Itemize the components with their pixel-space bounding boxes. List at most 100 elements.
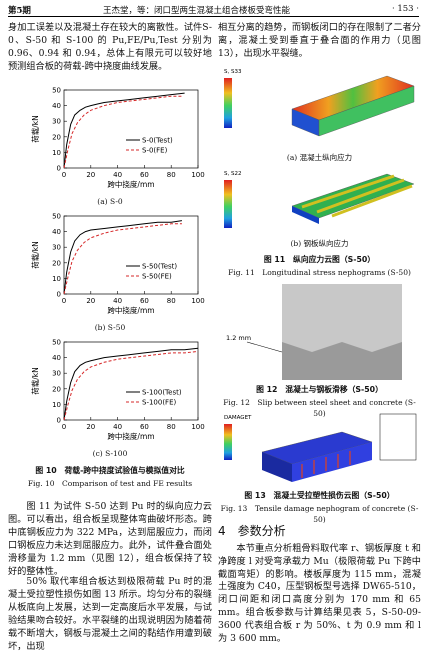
steel-sheet: [291, 173, 415, 219]
plot-frame: [63, 215, 199, 295]
y-tick-label: 30: [52, 244, 61, 252]
x-tick-label: 20: [86, 297, 95, 305]
figure-caption: 图 13 混凝土受拉塑性损伤云图（S-50）: [244, 491, 395, 500]
paragraph: 身加工误差以及混凝土存在较大的离散性。试件S-0、S-50 和 S-100 的 …: [8, 22, 212, 72]
legend-label: S-50(FE): [142, 273, 172, 281]
x-tick-label: 0: [62, 171, 66, 179]
x-tick-label: 60: [140, 171, 149, 179]
legend-label: S-0(Test): [142, 137, 173, 145]
x-tick-label: 0: [62, 423, 66, 431]
color-scale: [224, 424, 232, 460]
legend-title: S, S33: [224, 69, 242, 75]
data-line: [63, 223, 182, 295]
y-tick-label: 10: [52, 401, 61, 409]
data-line: [63, 92, 185, 169]
y-axis-label: 荷载/kN: [30, 115, 40, 142]
page-number: · 153 ·: [391, 4, 419, 14]
x-tick-label: 80: [167, 423, 176, 431]
panel-caption: (c) S-100: [92, 449, 128, 458]
slab-side: [318, 85, 415, 137]
plot-frame: [63, 89, 199, 169]
x-tick-label: 100: [191, 297, 204, 305]
panel-caption: (a) S-0: [97, 197, 123, 206]
plot-frame: [63, 341, 199, 421]
x-tick-label: 0: [62, 297, 66, 305]
paragraph: 相互分离的趋势，而钢板闭口的存在限制了二者分离，混凝土受到垂直于叠合面的作用力（…: [218, 22, 421, 59]
legend-label: S-50(Test): [142, 263, 177, 271]
chart: 0 10 20 30 40 50 0 20 40 60 80 100 跨中挠度/mm 荷载/kN S-50(…: [30, 213, 205, 316]
figure-image: 1.2 mm: [226, 284, 402, 380]
header: 第5期 王杰堂，等：闭口型两生混凝土组合楼板受弯性能 · 153 ·: [8, 3, 419, 17]
data-line: [63, 95, 182, 169]
x-tick-label: 100: [191, 171, 204, 179]
legend-title: DAMAGET: [224, 415, 252, 421]
figure-caption: 图 11 纵向应力云图（S-50）: [263, 255, 376, 264]
legend-label: S-100(FE): [142, 399, 177, 407]
y-tick-label: 50: [52, 87, 61, 95]
panel-caption: (a) 混凝土纵向应力: [286, 153, 353, 162]
figure-caption-en: Fig. 10 Comparison of test and FE result…: [27, 479, 193, 488]
figure-image: DAMAGET: [224, 413, 417, 482]
legend-label: S-100(Test): [142, 389, 182, 397]
damage-end: [262, 452, 292, 482]
paragraph: 图 11 为试件 S-50 达到 Pu 时的纵向应力云图。可以看出，组合板呈现整…: [8, 501, 212, 577]
chart: 0 10 20 30 40 50 0 20 40 60 80 100 跨中挠度/mm 荷载/kN S-0(T…: [30, 87, 205, 190]
panel-caption: (b) S-50: [94, 323, 126, 332]
annotation: 1.2 mm: [226, 334, 251, 342]
figure-caption: 图 12 混凝土与钢板滑移（S-50）: [256, 385, 383, 394]
figure-caption-en: Fig. 12 Slip between steel sheet and con…: [223, 398, 416, 418]
issue: 第5期: [8, 6, 31, 16]
y-axis-label: 荷载/kN: [30, 367, 40, 394]
chart: 0 10 20 30 40 50 0 20 40 60 80 100 跨中挠度/mm 荷载/kN S-100…: [30, 339, 205, 442]
color-scale: [224, 180, 232, 228]
data-line: [63, 347, 199, 421]
y-tick-label: 50: [52, 339, 61, 347]
y-tick-label: 20: [52, 133, 61, 141]
y-tick-label: 40: [52, 228, 61, 236]
data-line: [63, 220, 182, 295]
x-axis-label: 跨中挠度/mm: [107, 305, 154, 315]
x-tick-label: 20: [86, 423, 95, 431]
cracks: [301, 451, 351, 478]
y-tick-label: 0: [57, 417, 61, 425]
y-tick-label: 0: [57, 165, 61, 173]
figure-caption-en: Fig. 11 Longitudinal stress nephograms (…: [228, 268, 411, 277]
x-tick-label: 60: [140, 423, 149, 431]
data-line: [63, 350, 199, 421]
y-axis-label: 荷载/kN: [30, 241, 40, 268]
damage-side: [292, 442, 372, 482]
x-tick-label: 20: [86, 171, 95, 179]
y-tick-label: 20: [52, 259, 61, 267]
panel-caption: (b) 钢板纵向应力: [290, 239, 349, 248]
running-title: 王杰堂，等：闭口型两生混凝土组合楼板受弯性能: [103, 6, 291, 16]
y-tick-label: 30: [52, 118, 61, 126]
x-tick-label: 100: [191, 423, 204, 431]
x-tick-label: 40: [113, 297, 122, 305]
legend-title: S, S22: [224, 171, 241, 177]
x-axis-label: 跨中挠度/mm: [107, 431, 154, 441]
figure-caption-en: Fig. 13 Tensile damage nephogram of conc…: [220, 504, 419, 524]
x-tick-label: 40: [113, 423, 122, 431]
y-tick-label: 40: [52, 354, 61, 362]
steel-end: [292, 206, 319, 224]
y-tick-label: 10: [52, 149, 61, 157]
inset: [379, 413, 417, 461]
x-tick-label: 40: [113, 171, 122, 179]
legend-label: S-0(FE): [142, 147, 168, 155]
steel-profile: [282, 342, 402, 380]
x-tick-label: 60: [140, 297, 149, 305]
figure-caption: 图 10 荷载-跨中挠度试验值与模拟值对比: [35, 466, 185, 475]
y-tick-label: 10: [52, 275, 61, 283]
y-tick-label: 40: [52, 102, 61, 110]
paragraph: 本节重点分析粗骨料取代率 r、钢板厚度 t 和净跨度 l 对受弯承载力 Mu（极…: [218, 543, 421, 644]
x-axis-label: 跨中挠度/mm: [107, 179, 154, 189]
ribs: [301, 174, 413, 218]
x-tick-label: 80: [167, 297, 176, 305]
y-tick-label: 30: [52, 370, 61, 378]
leader: [246, 341, 283, 353]
figure-image: S, S33: [224, 69, 415, 137]
paragraph: 50% 取代率组合板达到极限荷载 Pu 时的混凝土受拉塑性损伤如图 13 所示。…: [8, 576, 212, 652]
x-tick-label: 80: [167, 171, 176, 179]
color-scale: [224, 78, 232, 128]
